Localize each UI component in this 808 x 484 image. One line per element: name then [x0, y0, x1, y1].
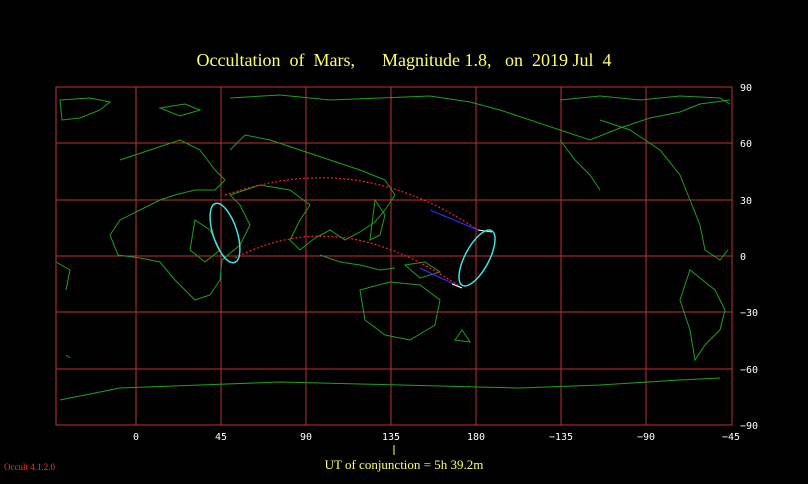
- y-tick: −30: [740, 308, 758, 319]
- coastlines: [55, 94, 731, 401]
- conjunction-label: UT of conjunction = 5h 39.2m: [324, 457, 484, 472]
- x-tick-labels: 0 45 90 135 180 −135 −90 −45: [133, 432, 740, 443]
- y-tick: 30: [740, 196, 752, 207]
- y-tick: −60: [740, 365, 758, 376]
- x-tick: −45: [722, 432, 740, 443]
- track-end-white-2: [451, 283, 463, 289]
- grid-lines: [56, 87, 732, 425]
- track-blue-north: [429, 209, 479, 231]
- x-tick: 90: [300, 432, 312, 443]
- x-tick: −90: [637, 432, 655, 443]
- x-tick: 0: [133, 432, 139, 443]
- y-tick: 60: [740, 139, 752, 150]
- y-tick: −90: [740, 421, 758, 432]
- y-tick: 0: [740, 252, 746, 263]
- y-tick-labels: 90 60 30 0 −30 −60 −90: [740, 83, 758, 432]
- x-tick: 45: [215, 432, 227, 443]
- version-label: Occult 4.1.2.0: [4, 462, 55, 472]
- x-tick: 135: [382, 432, 400, 443]
- end-ellipse: [458, 229, 496, 287]
- y-tick: 90: [740, 83, 752, 94]
- start-ellipse: [209, 202, 241, 264]
- x-tick: 180: [467, 432, 485, 443]
- x-tick: −135: [549, 432, 573, 443]
- map-title: Occultation of Mars, Magnitude 1.8, on 2…: [196, 50, 612, 70]
